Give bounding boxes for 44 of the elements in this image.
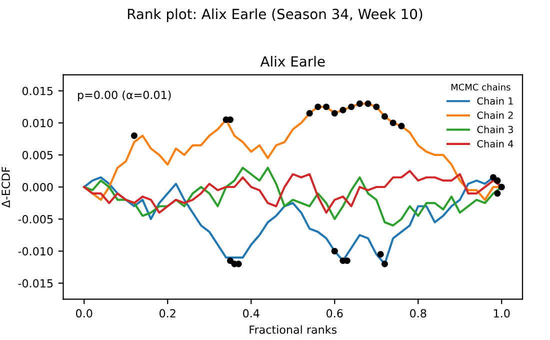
point bbox=[356, 100, 363, 107]
x-tick-label: 0.4 bbox=[243, 309, 260, 318]
chart-subtitle: Alix Earle bbox=[260, 56, 325, 67]
point bbox=[130, 132, 138, 139]
point bbox=[226, 257, 234, 264]
point bbox=[494, 190, 501, 197]
point bbox=[306, 110, 313, 117]
point bbox=[331, 248, 338, 254]
point bbox=[398, 122, 405, 130]
y-axis-title: Δ-ECDF bbox=[2, 166, 10, 208]
y-tick-label: 0.010 bbox=[22, 118, 53, 128]
x-tick-label: 0.8 bbox=[410, 309, 426, 318]
x-tick-label: 1.0 bbox=[494, 309, 510, 318]
point bbox=[340, 106, 346, 114]
y-tick-label: 0.015 bbox=[22, 86, 53, 96]
point bbox=[348, 104, 355, 110]
legend-label: Chain 1 bbox=[477, 97, 513, 105]
y-tick-label: -0.010 bbox=[18, 247, 53, 256]
legend-label: Chain 2 bbox=[477, 111, 513, 119]
point bbox=[381, 113, 388, 120]
point bbox=[490, 174, 497, 181]
x-axis-title: Fractional ranks bbox=[250, 325, 337, 334]
point bbox=[390, 120, 396, 126]
chart-title: Rank plot: Alix Earle (Season 34, Week 10) bbox=[128, 8, 422, 22]
point bbox=[381, 260, 388, 268]
point bbox=[498, 184, 505, 190]
x-tick-label: 0.6 bbox=[326, 309, 343, 318]
point bbox=[364, 100, 372, 107]
point bbox=[377, 251, 384, 258]
annotation: p=0.00 (α=0.01) bbox=[78, 90, 171, 102]
x-tick-label: 0.0 bbox=[76, 309, 92, 318]
y-tick-label: 0.005 bbox=[22, 150, 53, 160]
legend-title: MCMC chains bbox=[451, 84, 510, 91]
point bbox=[373, 104, 380, 110]
legend-label: Chain 4 bbox=[477, 140, 514, 148]
y-tick-label: -0.005 bbox=[18, 215, 53, 224]
point bbox=[322, 104, 330, 110]
point bbox=[494, 177, 501, 184]
legend-label: Chain 3 bbox=[477, 126, 513, 134]
point bbox=[331, 110, 338, 117]
y-tick-label: 0.000 bbox=[22, 182, 53, 192]
x-tick-label: 0.2 bbox=[160, 309, 176, 318]
point bbox=[314, 104, 322, 110]
y-tick-label: -0.015 bbox=[18, 279, 53, 288]
